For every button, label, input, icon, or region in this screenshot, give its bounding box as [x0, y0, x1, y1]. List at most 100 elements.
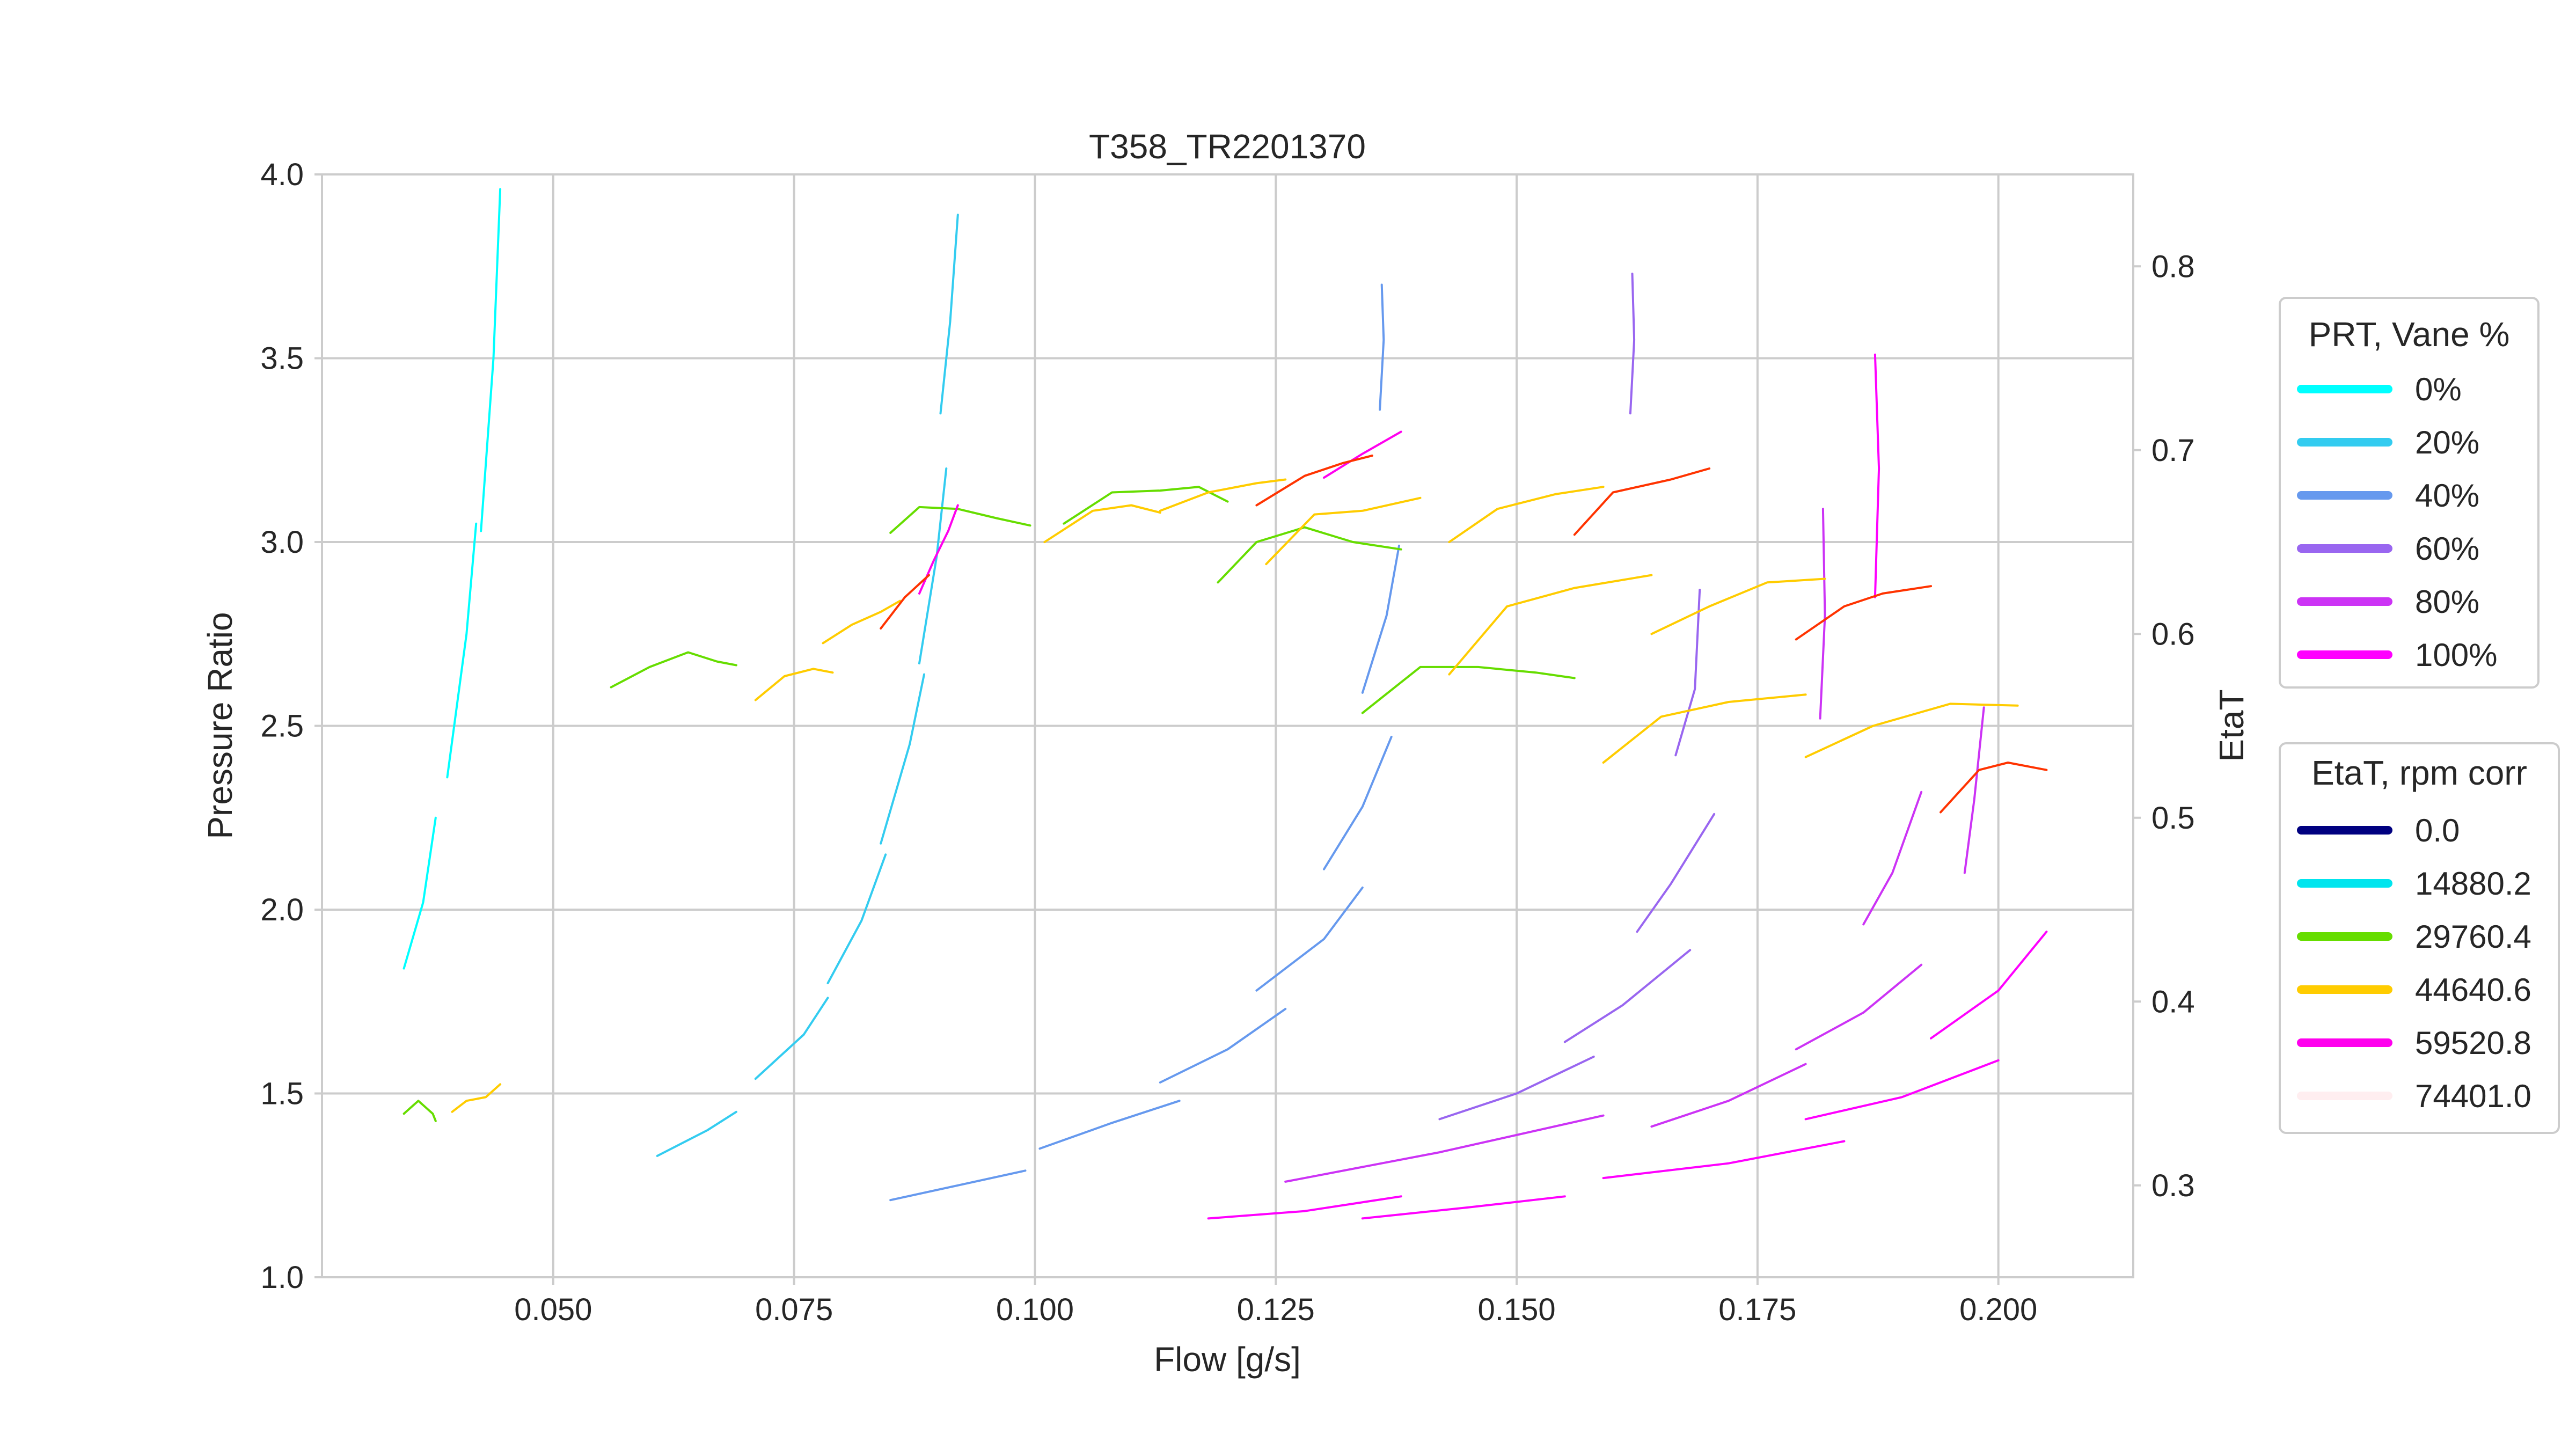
prt-line-0 [446, 522, 478, 779]
legend-eta-frame [2279, 742, 2560, 1134]
prt-line-40 [889, 1169, 1027, 1202]
series-area [402, 188, 2048, 1220]
y-tick-label: 1.5 [260, 1077, 304, 1111]
prt-line-40 [1255, 886, 1364, 992]
x-tick-label: 0.100 [996, 1292, 1074, 1327]
legend-prt-entry-label: 40% [2415, 478, 2479, 514]
y-tick-label: 2.0 [260, 892, 304, 927]
prt-line-80 [1963, 706, 1985, 874]
eta-line-44640-6 [1804, 702, 2019, 758]
y-tick-label: 2.5 [260, 709, 304, 744]
prt-line-40 [1361, 544, 1400, 694]
legend-eta-entry-label: 44640.6 [2415, 972, 2531, 1008]
eta-line-74401-0 [1255, 455, 1373, 507]
x-tick-label: 0.150 [1477, 1292, 1555, 1327]
eta-line-44640-6 [451, 1083, 502, 1113]
eta-line-44640-6 [1602, 693, 1807, 764]
eta-line-44640-6 [1043, 504, 1161, 543]
eta-line-74401-0 [880, 574, 930, 630]
legend-prt-entry-label: 80% [2415, 584, 2479, 620]
prt-line-100 [1361, 1195, 1566, 1220]
y2-tick-label: 0.7 [2151, 433, 2195, 468]
eta-line-44640-6 [754, 668, 834, 701]
eta-line-44640-6 [1650, 577, 1826, 635]
legend-prt-entry-label: 0% [2415, 371, 2462, 407]
legend-prt-title: PRT, Vane % [2309, 315, 2510, 354]
y2-tick-label: 0.8 [2151, 249, 2195, 284]
prt-line-40 [1159, 1008, 1287, 1084]
prt-line-80 [1819, 508, 1826, 720]
x-tick-label: 0.125 [1237, 1292, 1315, 1327]
prt-line-60 [1438, 1056, 1595, 1121]
x-axis-label: Flow [g/s] [1154, 1340, 1301, 1379]
legend-prt-entry-label: 100% [2415, 637, 2497, 673]
eta-line-59520-8 [1323, 430, 1402, 479]
legend-prt-frame [2279, 297, 2540, 689]
eta-line-29760-4 [1361, 665, 1576, 714]
legend-prt: PRT, Vane % 0% 20% 40% 60% 80% 100% [2279, 297, 2540, 689]
prt-line-60 [1636, 813, 1716, 933]
x-tick-label: 0.075 [755, 1292, 833, 1327]
legend-eta-entry-label: 29760.4 [2415, 919, 2531, 955]
y2-tick-label: 0.6 [2151, 617, 2195, 652]
prt-line-80 [1862, 791, 1923, 926]
x-tick-label: 0.175 [1718, 1292, 1796, 1327]
y-tick-label: 3.0 [260, 525, 304, 560]
eta-line-44640-6 [1448, 486, 1605, 543]
prt-line-100 [1930, 931, 2048, 1040]
y-tick-label: 4.0 [260, 157, 304, 192]
prt-line-60 [1674, 589, 1701, 757]
prt-line-20 [826, 853, 887, 984]
prt-line-100 [1804, 1059, 2000, 1121]
legend-eta: EtaT, rpm corr 0.0 14880.2 29760.4 44640.6 5… [2279, 742, 2560, 1134]
y2-tick-label: 0.3 [2151, 1168, 2195, 1203]
prt-line-20 [939, 214, 959, 415]
eta-line-44640-6 [1265, 496, 1422, 566]
eta-line-74401-0 [1795, 585, 1932, 641]
legend-eta-title: EtaT, rpm corr [2311, 753, 2527, 792]
y2-tick-label: 0.5 [2151, 801, 2195, 836]
y2-tick-label: 0.4 [2151, 984, 2195, 1019]
prt-line-20 [656, 1110, 737, 1157]
prt-line-0 [480, 188, 502, 532]
y-tick-label: 3.5 [260, 341, 304, 376]
eta-line-44640-6 [1448, 574, 1653, 676]
prt-line-0 [402, 816, 437, 970]
x-tick-label: 0.050 [514, 1292, 592, 1327]
prt-line-60 [1563, 949, 1692, 1043]
prt-line-80 [1795, 963, 1923, 1051]
axis-ticks: 0.050 0.075 0.100 0.125 0.150 0.175 0.200 1.0 1.… [260, 157, 2194, 1327]
eta-line-74401-0 [1940, 762, 2048, 814]
prt-line-80 [1284, 1114, 1605, 1183]
legend-eta-entry-label: 0.0 [2415, 813, 2460, 848]
eta-line-74401-0 [1573, 467, 1711, 536]
prt-line-100 [1207, 1195, 1402, 1220]
prt-line-100 [1602, 1140, 1846, 1180]
eta-line-29760-4 [610, 651, 737, 689]
y2-axis-label: EtaT [2212, 689, 2251, 762]
legend-eta-entry-label: 59520.8 [2415, 1025, 2531, 1061]
eta-line-29760-4 [402, 1100, 437, 1122]
prt-line-20 [880, 673, 925, 845]
legend-eta-entry-label: 14880.2 [2415, 866, 2531, 902]
chart-title: T358_TR2201370 [1089, 127, 1366, 166]
prt-line-40 [1038, 1100, 1181, 1150]
eta-line-29760-4 [1217, 526, 1402, 584]
eta-line-44640-6 [822, 599, 902, 645]
prt-line-60 [1629, 273, 1636, 415]
legend-prt-entry-label: 60% [2415, 531, 2479, 567]
eta-line-44640-6 [1159, 478, 1287, 512]
legend-eta-entry-label: 74401.0 [2415, 1078, 2531, 1114]
prt-line-40 [1379, 283, 1385, 411]
eta-line-29760-4 [889, 506, 1031, 534]
prt-line-100 [1874, 353, 1880, 598]
y-axis-label: Pressure Ratio [201, 612, 239, 839]
prt-line-40 [1323, 736, 1393, 870]
prt-line-20 [754, 997, 829, 1080]
x-tick-label: 0.200 [1959, 1292, 2037, 1327]
legend-prt-entry-label: 20% [2415, 425, 2479, 460]
y-tick-label: 1.0 [260, 1260, 304, 1295]
prt-line-80 [1650, 1063, 1807, 1128]
